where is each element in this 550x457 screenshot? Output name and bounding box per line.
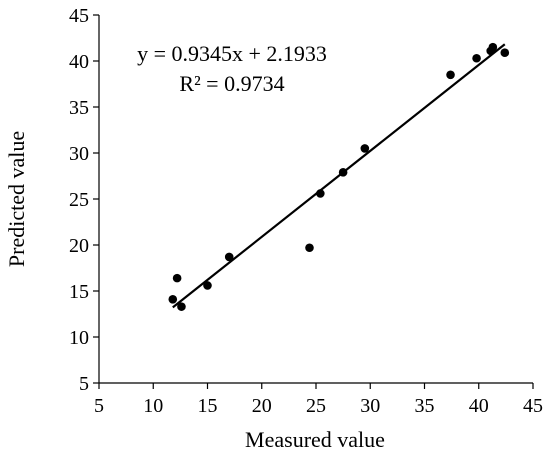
x-tick-label: 10 [143, 395, 163, 417]
data-point [500, 48, 510, 58]
x-tick-label: 25 [306, 395, 326, 417]
data-point [488, 42, 498, 52]
data-point [172, 273, 182, 283]
data-point [446, 70, 455, 80]
x-axis-label: Measured value [245, 427, 385, 452]
r-squared-label: R² = 0.9734 [179, 71, 284, 96]
x-axis-ticks: 5 10 15 20 25 30 35 40 45 [94, 383, 543, 417]
trendline [172, 43, 506, 309]
data-point [224, 252, 234, 262]
x-tick-label: 35 [415, 395, 435, 417]
x-tick-label: 15 [198, 395, 218, 417]
y-tick-label: 15 [69, 281, 89, 303]
x-tick-label: 40 [469, 395, 489, 417]
y-tick-label: 30 [69, 143, 89, 165]
y-tick-label: 45 [69, 5, 89, 27]
y-axis-label: Predicted value [4, 131, 29, 267]
data-point [168, 294, 178, 304]
y-tick-label: 35 [69, 97, 89, 119]
y-tick-label: 5 [79, 373, 89, 395]
data-points [168, 42, 510, 311]
y-axis-ticks: 5 10 15 20 25 30 35 40 45 [69, 5, 99, 395]
data-point [360, 144, 370, 153]
data-point [203, 281, 212, 290]
y-tick-label: 25 [69, 189, 89, 211]
equation-label: y = 0.9345x + 2.1933 [137, 41, 327, 66]
data-point [316, 189, 325, 198]
y-tick-label: 40 [69, 51, 89, 73]
data-point [338, 168, 348, 177]
data-point [472, 53, 481, 63]
trendline-group [172, 43, 506, 309]
x-tick-label: 20 [252, 395, 272, 417]
y-tick-label: 10 [69, 327, 89, 349]
data-point [177, 302, 186, 311]
axes [98, 15, 533, 384]
x-tick-label: 45 [523, 395, 543, 417]
data-point [305, 243, 314, 253]
x-tick-label: 30 [360, 395, 380, 417]
y-tick-label: 20 [69, 235, 89, 257]
x-tick-label: 5 [94, 395, 104, 417]
